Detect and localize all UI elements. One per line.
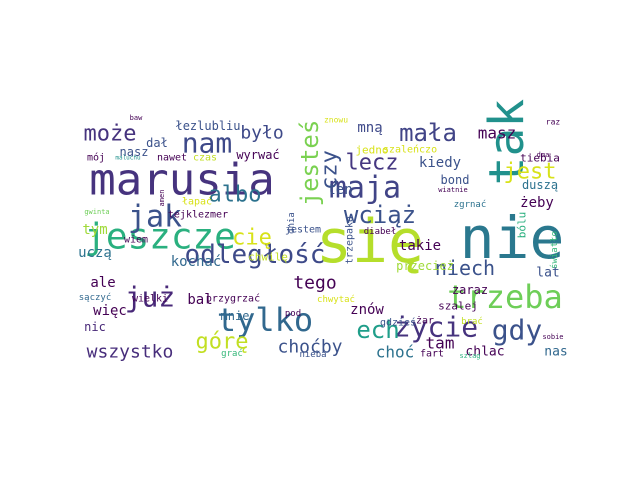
word: jeszcze <box>84 217 236 258</box>
word: chlac <box>465 345 504 360</box>
word: wszystko <box>87 342 174 363</box>
word: nas <box>544 345 567 360</box>
word: łapać <box>182 196 212 208</box>
word: wyrwać <box>236 148 279 162</box>
word: chwytać <box>317 294 355 305</box>
word: niech <box>435 256 495 280</box>
word: bal <box>187 292 212 308</box>
word: maja <box>329 171 401 206</box>
word: światło <box>549 231 560 269</box>
word: lecz <box>346 151 399 176</box>
word: choćby <box>277 337 342 358</box>
word: kochać <box>171 254 222 270</box>
word: dnia <box>287 212 297 234</box>
word: masz <box>478 124 517 143</box>
word: mała <box>399 119 457 147</box>
word: tego <box>293 273 336 294</box>
word: tak <box>479 99 535 186</box>
word: zaraz <box>452 283 488 297</box>
word: gdy <box>492 314 543 347</box>
word: więc <box>93 303 127 319</box>
word: sączyć <box>79 292 112 303</box>
word: nawet <box>157 153 187 164</box>
word: wielki <box>132 294 168 305</box>
word: nieba <box>299 350 326 360</box>
word: nie <box>460 204 565 272</box>
word: trzeba <box>447 278 563 316</box>
word: tiebia <box>520 152 560 165</box>
word: trzepaka <box>345 216 356 264</box>
word: łezlubliu <box>175 119 240 133</box>
word: nic <box>84 320 106 334</box>
word: gdzieś <box>380 317 416 329</box>
word: czas <box>193 153 217 164</box>
word: albo <box>209 183 262 208</box>
word: już <box>125 281 176 314</box>
word: żar <box>416 316 434 327</box>
word: jak <box>128 200 182 235</box>
word: szalej <box>438 300 478 313</box>
word: ten <box>327 182 352 198</box>
word: raz <box>546 118 561 127</box>
word: nam <box>182 127 233 160</box>
word: szaleńczo <box>383 144 437 156</box>
word: cię <box>232 226 272 251</box>
word: sobie <box>542 333 563 341</box>
word: grać <box>221 348 243 359</box>
word: tylko <box>217 301 313 339</box>
word: zgrnać <box>454 199 487 210</box>
word: marusia <box>89 155 274 206</box>
word: jest <box>504 160 557 185</box>
word: dma <box>537 151 550 159</box>
word: jesteś <box>296 120 324 207</box>
word: uczą <box>78 245 112 261</box>
word: amen <box>158 190 166 207</box>
word: kiedy <box>419 155 461 171</box>
word: diabeł <box>364 227 397 237</box>
word: choć <box>376 343 415 362</box>
word: mnie <box>221 309 250 323</box>
word: czy <box>318 150 343 190</box>
word: dał <box>146 136 168 150</box>
word: brać <box>461 316 483 327</box>
word: wciąż <box>344 201 416 229</box>
word: jedno <box>355 144 388 157</box>
word: żeby <box>520 195 554 211</box>
word: tejklezmer <box>168 210 228 221</box>
word: pod <box>285 309 301 319</box>
word: mój <box>87 152 105 164</box>
word: znów <box>350 302 384 318</box>
word: wiem <box>124 235 148 246</box>
word: duszą <box>522 178 558 192</box>
word: życie <box>394 311 478 344</box>
word: znowu <box>324 116 348 125</box>
word: ale <box>90 275 115 291</box>
word: nasz <box>120 145 149 159</box>
word: chwilę <box>248 251 288 264</box>
word: bólu <box>516 212 529 239</box>
word: przecież <box>396 259 454 273</box>
word: tym <box>82 222 107 238</box>
word: tam <box>426 334 455 353</box>
word: takie <box>399 238 441 254</box>
word: wiatnie <box>438 186 468 194</box>
word: szlag <box>459 352 480 360</box>
word: fart <box>420 349 444 360</box>
word: bond <box>441 173 470 187</box>
word: gwinta <box>84 208 109 216</box>
word: ech <box>356 316 399 344</box>
word: mną <box>357 120 382 136</box>
word: przygrzać <box>206 293 260 305</box>
word: jestem <box>285 225 321 236</box>
word: się <box>316 207 424 277</box>
word: lat <box>536 266 559 281</box>
word: odległość <box>185 240 326 270</box>
word: może <box>84 122 137 147</box>
word: było <box>240 123 283 144</box>
word: maluchu <box>115 155 141 162</box>
word: górę <box>196 330 249 355</box>
word: baw <box>130 114 143 122</box>
